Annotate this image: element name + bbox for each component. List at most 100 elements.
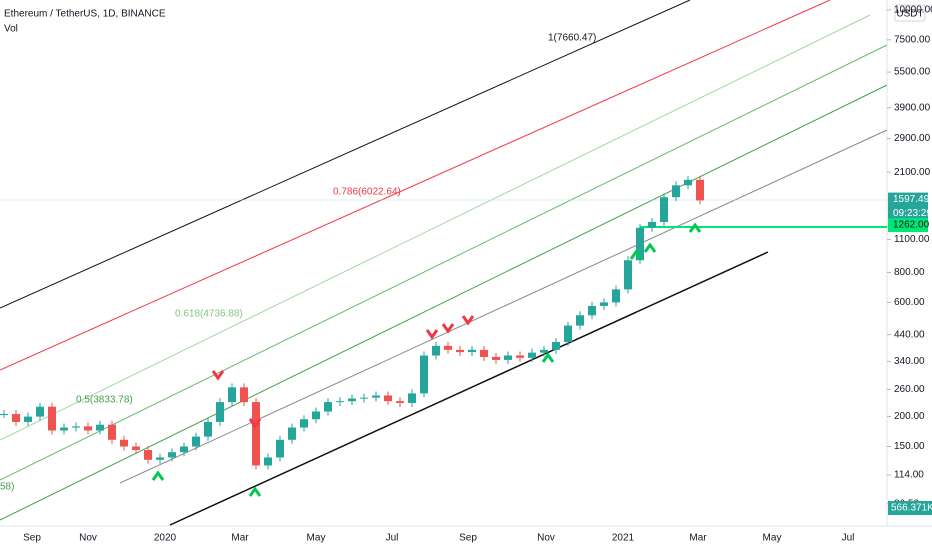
buy-marker	[248, 486, 262, 497]
candle	[444, 345, 452, 350]
currency-button[interactable]	[894, 4, 926, 22]
candle	[252, 402, 260, 466]
candle	[480, 349, 488, 357]
fib-line	[0, 0, 831, 371]
candle	[516, 355, 524, 358]
candle	[12, 414, 20, 422]
price-tick-label: 600.00	[894, 297, 925, 308]
candle	[624, 260, 632, 290]
countdown: 09:23:29	[893, 208, 932, 219]
candle	[504, 355, 512, 360]
buy-marker	[629, 249, 643, 260]
symbol: Ethereum / TetherUS, 1D, BINANCE	[4, 9, 166, 20]
volume-box	[888, 501, 932, 515]
buy-marker	[541, 352, 555, 363]
price-tick-label: 200.00	[894, 411, 925, 422]
candle	[120, 439, 128, 447]
price-tick-label: 7500.00	[894, 34, 931, 45]
price-tick-label: 2900.00	[894, 133, 931, 144]
fib-line	[0, 14, 871, 441]
candle	[576, 315, 584, 326]
candle	[468, 349, 476, 353]
candle	[432, 345, 440, 356]
candle	[552, 341, 560, 350]
trend-line	[169, 251, 769, 526]
price-tick-label: 2100.00	[894, 167, 931, 178]
price-tick-label: 3900.00	[894, 102, 931, 113]
volume-label: 566.371K	[891, 503, 932, 514]
price-tick-label: 1100.00	[894, 234, 930, 245]
time-label: Jul	[842, 533, 855, 544]
candle	[492, 356, 500, 360]
buy-marker	[151, 470, 165, 481]
candle	[360, 397, 368, 399]
price-tick-label: 440.00	[894, 329, 925, 340]
candle	[684, 179, 692, 186]
candle	[696, 179, 704, 201]
sell-marker	[248, 418, 262, 429]
candle	[36, 406, 44, 417]
candle	[156, 457, 164, 460]
candle	[288, 427, 296, 440]
candle	[192, 436, 200, 447]
time-label: May	[307, 533, 326, 544]
candle	[564, 325, 572, 342]
fib-line	[0, 0, 691, 309]
last-price-box	[888, 192, 928, 221]
candle	[204, 421, 212, 437]
candle	[312, 411, 320, 420]
candle	[348, 398, 356, 402]
last-price: 1597.49	[893, 194, 930, 205]
time-label: 2021	[612, 533, 635, 544]
candle	[144, 450, 152, 460]
fib-label: 0.618(4736.88)	[175, 309, 243, 320]
candle	[180, 446, 188, 453]
time-label: Nov	[79, 533, 97, 544]
candle	[132, 446, 140, 451]
time-label: Sep	[459, 533, 477, 544]
candle	[24, 416, 32, 422]
candle	[60, 427, 68, 431]
price-tick-label: 5500.00	[894, 67, 931, 78]
candle	[84, 426, 92, 431]
candle	[660, 197, 668, 223]
price-tick-label: 340.00	[894, 356, 925, 367]
level-label: 1262.00	[893, 220, 930, 231]
fib-line	[119, 129, 888, 484]
currency[interactable]: USDT	[896, 9, 923, 20]
fib-label: 58)	[0, 482, 14, 493]
candle	[168, 452, 176, 458]
price-tick-label: 114.00	[894, 470, 924, 481]
time-label: Nov	[537, 533, 555, 544]
time-label: Sep	[23, 533, 41, 544]
sell-marker	[211, 370, 225, 381]
price-tick-label: 150.00	[894, 441, 925, 452]
candle	[396, 401, 404, 403]
candle	[612, 289, 620, 303]
time-label: Mar	[689, 533, 707, 544]
candle	[336, 401, 344, 403]
time-label: May	[763, 533, 782, 544]
time-label: Mar	[231, 533, 249, 544]
price-tick-label: 800.00	[894, 267, 925, 278]
candle	[0, 414, 8, 416]
candle	[228, 387, 236, 403]
price-tick-label: 10000.00	[894, 5, 932, 16]
level-box	[888, 218, 928, 233]
candle	[216, 402, 224, 422]
candle	[48, 406, 56, 431]
candle	[672, 185, 680, 198]
candle	[648, 222, 656, 228]
time-label: Jul	[386, 533, 399, 544]
candle	[588, 305, 596, 316]
candle	[456, 349, 464, 353]
candle	[384, 395, 392, 402]
candle	[240, 387, 248, 403]
candle	[324, 402, 332, 412]
candle	[540, 349, 548, 353]
candle	[72, 426, 80, 428]
fib-line	[0, 44, 888, 481]
fib-label: 1(7660.47)	[548, 33, 596, 44]
